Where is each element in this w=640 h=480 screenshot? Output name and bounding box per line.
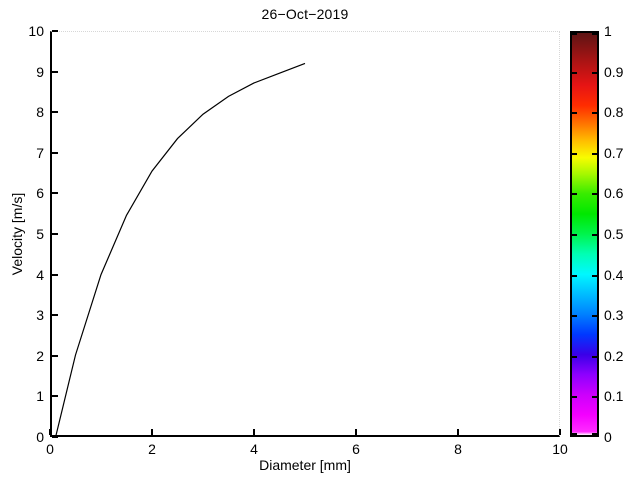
colorbar-tick-label: 0.8 <box>604 104 624 121</box>
y-tick-label: 6 <box>36 185 44 202</box>
x-tick-label: 6 <box>352 441 360 457</box>
y-tick-mark <box>52 436 58 438</box>
chart-title: 26−Oct−2019 <box>261 6 349 22</box>
y-tick-label: 7 <box>36 144 44 161</box>
x-tick-label: 8 <box>454 441 462 457</box>
x-tick-label: 10 <box>552 441 568 457</box>
colorbar-tick-mark <box>572 152 577 155</box>
colorbar-tick-mark <box>572 71 577 74</box>
colorbar-tick-mark <box>572 193 577 196</box>
velocity-curve-line <box>55 62 306 438</box>
x-tick-mark <box>253 429 255 435</box>
y-tick-mark <box>52 30 58 32</box>
y-tick-mark <box>52 151 58 154</box>
colorbar-tick-label: 0.9 <box>604 63 624 80</box>
colorbar-tick-label: 0.4 <box>604 266 624 283</box>
y-tick-label: 0 <box>36 429 44 445</box>
colorbar-tick-mark <box>592 234 597 236</box>
colorbar-tick-label: 0 <box>604 429 612 445</box>
x-tick-label: 2 <box>148 441 156 457</box>
colorbar-tick-mark <box>592 33 597 35</box>
y-tick-mark <box>52 354 58 357</box>
x-tick-mark <box>457 429 459 435</box>
y-tick-label: 3 <box>36 307 44 324</box>
y-tick-mark <box>52 111 58 114</box>
colorbar-tick-mark <box>592 355 597 358</box>
colorbar-tick-mark <box>572 234 577 236</box>
y-tick-mark <box>52 273 58 276</box>
x-tick-mark <box>49 429 51 435</box>
colorbar-tick-mark <box>572 112 577 115</box>
x-tick-mark <box>151 429 153 435</box>
y-tick-label: 5 <box>36 226 44 242</box>
colorbar-tick-mark <box>592 274 597 277</box>
y-axis-label: Velocity [m/s] <box>9 192 25 276</box>
colorbar-tick-mark <box>592 193 597 196</box>
y-tick-mark <box>52 395 58 398</box>
y-tick-label: 1 <box>36 388 44 405</box>
colorbar-tick-mark <box>592 152 597 155</box>
x-tick-mark <box>559 429 561 435</box>
plot-area <box>50 31 560 437</box>
colorbar-tick-label: 1 <box>604 23 612 39</box>
colorbar-tick-mark <box>592 315 597 318</box>
colorbar-tick-label: 0.7 <box>604 144 624 161</box>
colorbar-tick-mark <box>592 71 597 74</box>
y-tick-label: 2 <box>36 347 44 364</box>
colorbar-tick-mark <box>572 355 577 358</box>
colorbar-tick-label: 0.3 <box>604 307 624 324</box>
y-tick-label: 10 <box>28 23 44 39</box>
colorbar-tick-label: 0.6 <box>604 185 624 202</box>
y-tick-label: 9 <box>36 63 44 80</box>
colorbar-tick-label: 0.1 <box>604 388 624 405</box>
y-tick-mark <box>52 233 58 235</box>
colorbar-tick-mark <box>572 274 577 277</box>
x-tick-label: 0 <box>46 441 54 457</box>
colorbar-tick-mark <box>572 315 577 318</box>
velocity-curve <box>55 62 306 438</box>
colorbar-tick-mark <box>592 112 597 115</box>
x-tick-label: 4 <box>250 441 258 457</box>
colorbar-tick-mark <box>572 433 577 435</box>
colorbar-tick-mark <box>572 396 577 399</box>
y-tick-mark <box>52 70 58 73</box>
colorbar-tick-mark <box>592 433 597 435</box>
colorbar-tick-mark <box>572 33 577 35</box>
colorbar-tick-label: 0.2 <box>604 347 624 364</box>
y-tick-label: 8 <box>36 104 44 121</box>
y-tick-label: 4 <box>36 266 44 283</box>
y-tick-mark <box>52 314 58 317</box>
x-axis-label: Diameter [mm] <box>259 457 351 473</box>
colorbar-tick-label: 0.5 <box>604 226 624 242</box>
colorbar-tick-mark <box>592 396 597 399</box>
x-tick-mark <box>355 429 357 435</box>
y-tick-mark <box>52 192 58 195</box>
